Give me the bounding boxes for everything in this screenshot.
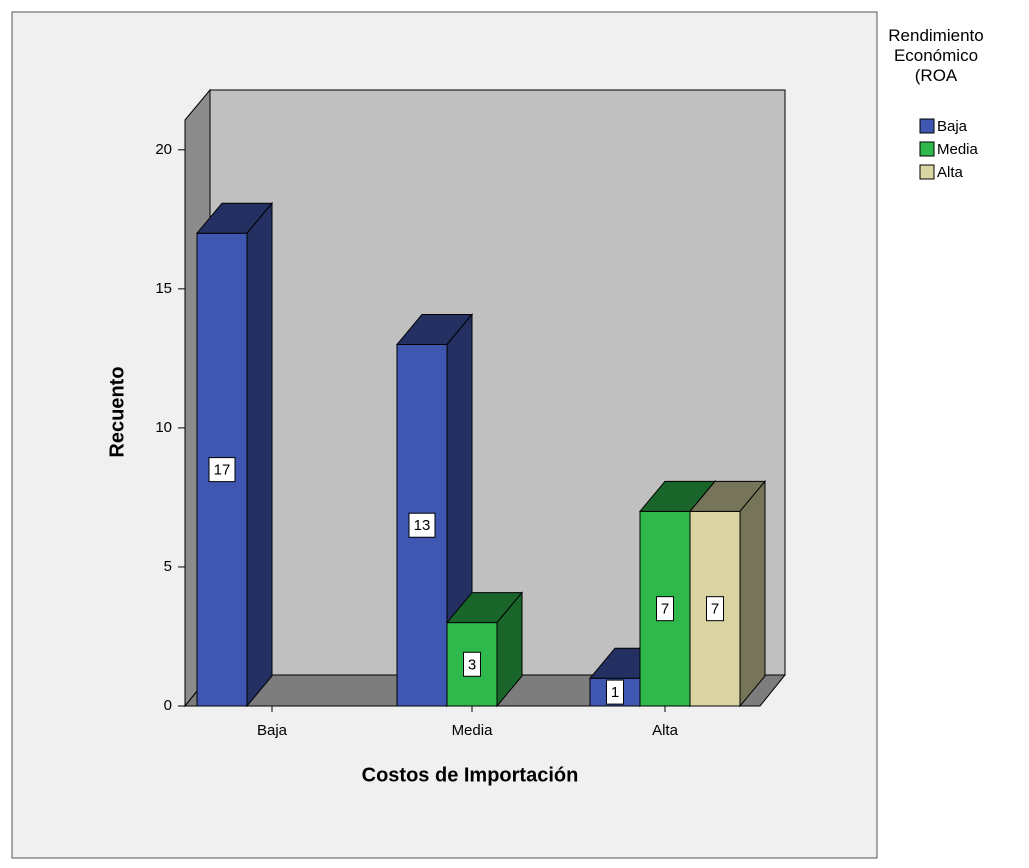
bar-side [739, 479, 766, 708]
value-label: 3 [468, 656, 476, 673]
bar-side [496, 591, 523, 708]
legend-title: Rendimiento Económico (ROA [888, 26, 984, 85]
value-label: 1 [611, 684, 619, 701]
y-axis-title: Recuento [106, 366, 128, 457]
x-tick-label: Alta [652, 722, 679, 739]
x-tick-label: Baja [257, 722, 288, 739]
bar-side [246, 201, 273, 708]
value-label-box [656, 596, 674, 622]
y-tick-label: 5 [164, 558, 172, 575]
value-label-box [208, 457, 236, 483]
legend-label: Media [937, 141, 979, 158]
legend-label: Baja [937, 118, 968, 135]
y-tick-label: 15 [155, 280, 172, 297]
legend-label: Alta [937, 164, 964, 181]
value-label-box [463, 651, 481, 677]
legend-swatch [919, 164, 935, 180]
value-label-box [606, 679, 624, 705]
y-tick-label: 10 [155, 419, 172, 436]
legend-swatch [919, 118, 935, 134]
value-label: 13 [414, 517, 431, 534]
x-axis-title: Costos de Importación [362, 764, 579, 786]
x-tick-label: Media [452, 722, 494, 739]
value-label: 17 [214, 462, 231, 479]
value-label-box [706, 596, 724, 622]
y-tick-label: 0 [164, 697, 172, 714]
value-label-box [408, 512, 436, 538]
value-label: 7 [661, 601, 669, 618]
value-label: 7 [711, 601, 719, 618]
legend-swatch [919, 141, 935, 157]
y-tick-label: 20 [155, 141, 172, 158]
